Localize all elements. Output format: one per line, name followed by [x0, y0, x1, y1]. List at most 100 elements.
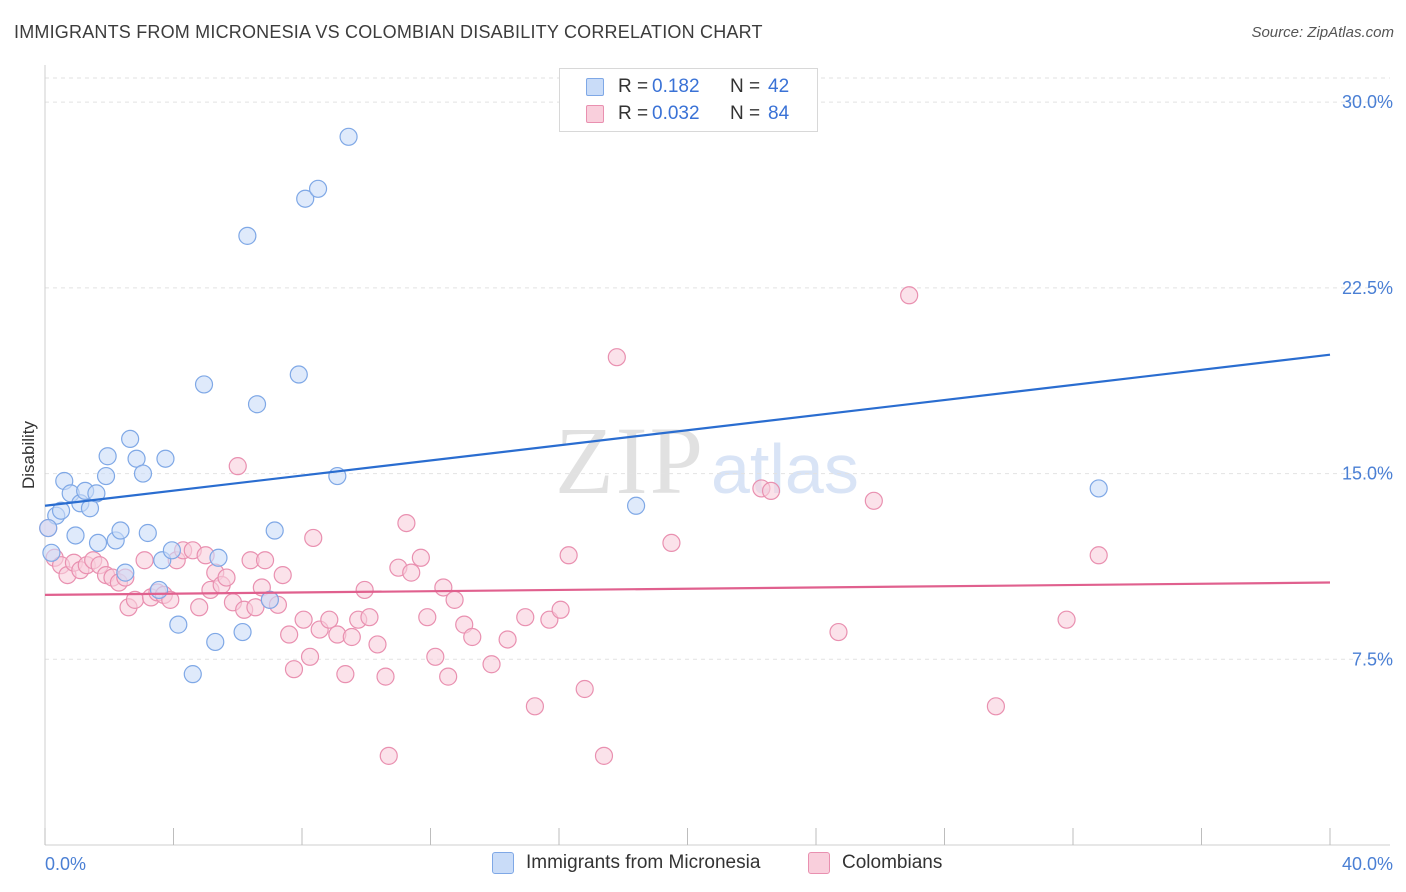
- colombians-point: [559, 546, 578, 565]
- colombians-point: [1057, 610, 1076, 629]
- colombians-point: [368, 635, 387, 654]
- colombians-point: [355, 580, 374, 600]
- micronesia-point: [626, 496, 646, 515]
- colombians-point: [439, 667, 458, 686]
- colombians-point: [498, 630, 517, 649]
- trend-layer: [44, 353, 1331, 597]
- colombians-point: [360, 608, 379, 627]
- colombians-point: [379, 746, 398, 765]
- y-tick-label: 7.5%: [1352, 649, 1393, 669]
- micronesia-point: [98, 447, 117, 466]
- n-label: N =: [730, 103, 761, 124]
- colombians-point: [445, 590, 464, 609]
- y-tick-label: 15.0%: [1342, 464, 1393, 484]
- r-label: R =: [618, 103, 649, 124]
- y-tick-label: 22.5%: [1342, 278, 1393, 298]
- micronesia-point: [42, 543, 61, 562]
- colombians-point: [900, 286, 919, 305]
- colombians-point: [662, 533, 681, 553]
- micronesia-point: [116, 563, 135, 582]
- micronesia-point: [39, 518, 58, 538]
- colombians-point: [1089, 546, 1108, 565]
- chart-title: IMMIGRANTS FROM MICRONESIA VS COLOMBIAN …: [14, 22, 763, 42]
- micronesia-point: [156, 449, 175, 468]
- chart-source: Source: ZipAtlas.com: [1251, 24, 1394, 41]
- n-value: 84: [768, 103, 790, 124]
- series-legend: Immigrants from Micronesia Colombians: [0, 852, 1406, 878]
- micronesia-point: [121, 429, 140, 449]
- label-layer: 7.5% 15.0% 22.5% 30.0% 0.0% 40.0% Disability: [19, 92, 1393, 874]
- colombians-legend-swatch: [808, 852, 830, 874]
- micronesia-point: [247, 395, 267, 414]
- legend-row-micronesia: R = 0.182 N = 42: [586, 75, 789, 99]
- x-tick-label: 0.0%: [45, 854, 86, 874]
- colombians-point: [426, 647, 445, 666]
- colombians-point: [135, 551, 154, 570]
- micronesia-point: [162, 541, 181, 560]
- colombians-point: [304, 528, 323, 548]
- colombians-point: [320, 610, 339, 629]
- colombians-point: [594, 746, 614, 765]
- micronesia-point: [289, 365, 308, 384]
- micronesia-point: [308, 179, 328, 198]
- r-label: R =: [618, 76, 649, 97]
- colombians-point: [397, 513, 416, 533]
- micronesia-point: [1089, 479, 1108, 498]
- colombians-point: [273, 565, 292, 585]
- micronesia-point: [149, 580, 169, 600]
- micronesia-point: [339, 127, 358, 146]
- grid-layer: [45, 77, 1390, 660]
- legend-label-colombians: Colombians: [842, 852, 943, 873]
- micronesia-legend-swatch: [492, 852, 514, 874]
- colombians-point: [986, 697, 1006, 716]
- colombians-point: [482, 655, 501, 674]
- colombians-point: [228, 457, 247, 476]
- micronesia-point: [183, 665, 202, 684]
- colombians-point: [463, 627, 482, 647]
- r-value: 0.182: [652, 76, 700, 97]
- x-tick-label: 40.0%: [1342, 854, 1393, 874]
- colombians-point: [342, 627, 361, 647]
- colombians-point: [525, 697, 545, 716]
- micronesia-point: [87, 484, 106, 503]
- micronesia-point: [138, 523, 157, 543]
- colombians-point: [280, 625, 299, 644]
- n-value: 42: [768, 76, 790, 97]
- colombians-point: [829, 622, 848, 642]
- colombians-point: [607, 348, 626, 367]
- colombians-point: [190, 598, 209, 617]
- micronesia-point: [209, 548, 228, 567]
- micronesia-swatch: [586, 78, 604, 96]
- micronesia-point: [194, 375, 214, 394]
- micronesia-point: [51, 501, 71, 520]
- colombians-point: [300, 647, 320, 666]
- points-layer: [39, 127, 1108, 765]
- legend-label-micronesia: Immigrants from Micronesia: [526, 852, 761, 873]
- colombians-point: [864, 491, 883, 510]
- colombians-point: [284, 660, 304, 679]
- colombians-point: [376, 667, 395, 686]
- legend-item-colombians[interactable]: Colombians: [808, 852, 942, 874]
- legend-row-colombians: R = 0.032 N = 84: [586, 102, 789, 126]
- micronesia-point: [233, 622, 252, 642]
- micronesia-point: [265, 521, 284, 540]
- micronesia-point: [133, 464, 153, 483]
- micronesia-point: [238, 226, 257, 245]
- correlation-legend: R = 0.182 N = 42 R = 0.032 N = 84: [559, 68, 818, 132]
- micronesia-point: [66, 526, 85, 545]
- colombians-point: [575, 679, 594, 699]
- micronesia-point: [169, 615, 188, 634]
- colombians-point: [294, 610, 313, 629]
- micronesia-point: [96, 466, 116, 486]
- colombians-point: [255, 551, 275, 570]
- colombians-point: [551, 600, 570, 619]
- micronesia-point: [111, 521, 130, 540]
- colombians-swatch: [586, 105, 604, 123]
- colombians-point: [418, 608, 437, 627]
- micronesia-point: [88, 533, 108, 553]
- colombians-point: [761, 481, 781, 501]
- micronesia-trendline: [44, 353, 1331, 507]
- legend-item-micronesia[interactable]: Immigrants from Micronesia: [492, 852, 760, 874]
- y-tick-label: 30.0%: [1342, 92, 1393, 112]
